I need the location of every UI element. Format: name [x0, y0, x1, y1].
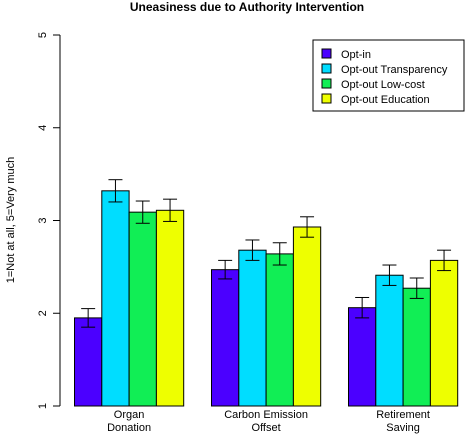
error-bar — [409, 277, 424, 299]
y-tick-label: 4 — [37, 125, 49, 131]
category-label: Retirement — [376, 409, 430, 421]
y-tick-label: 5 — [37, 32, 49, 38]
bar-opt-out-transparency-2 — [375, 274, 404, 407]
legend-label: Opt-out Transparency — [341, 64, 448, 76]
legend-swatch — [321, 78, 332, 89]
legend-label: Opt-out Low-cost — [341, 79, 425, 91]
bar-opt-out-low-cost-0 — [128, 211, 157, 407]
error-bar — [355, 296, 370, 319]
legend-label: Opt-out Education — [341, 94, 430, 106]
error-bar — [108, 179, 123, 203]
bar-opt-out-transparency-0 — [101, 190, 130, 407]
y-tick-label: 3 — [37, 217, 49, 223]
y-axis-label: 1=Not at all, 5=Very much — [5, 157, 17, 284]
bar-opt-in-0 — [74, 317, 103, 407]
bar-opt-in-2 — [348, 307, 377, 407]
error-bar — [81, 308, 96, 328]
bar-opt-out-education-1 — [292, 226, 322, 407]
legend-label: Opt-in — [341, 49, 371, 61]
bar-opt-out-education-0 — [155, 209, 185, 407]
bar-opt-out-education-2 — [429, 259, 459, 407]
chart-title: Uneasiness due to Authority Intervention — [130, 0, 364, 14]
bars — [74, 179, 459, 407]
category-label: Saving — [386, 422, 420, 434]
error-bar — [272, 242, 287, 266]
bar-opt-in-1 — [211, 269, 240, 407]
legend-swatch — [321, 48, 332, 59]
bar-opt-out-low-cost-1 — [265, 253, 294, 407]
legend-swatch — [321, 93, 332, 104]
y-tick-label: 2 — [37, 310, 49, 316]
error-bar — [437, 249, 452, 272]
category-label: Donation — [107, 422, 151, 434]
error-bar — [382, 264, 397, 286]
y-tick-label: 1 — [37, 403, 49, 409]
error-bar — [163, 198, 178, 222]
category-label: Carbon Emission — [224, 409, 308, 421]
error-bar — [218, 259, 233, 280]
legend-swatch — [321, 63, 332, 74]
legend-box — [312, 39, 465, 112]
category-label: Offset — [252, 422, 281, 434]
legend: Opt-in Opt-out Transparency Opt-out Low-co… — [312, 39, 465, 112]
error-bar — [135, 200, 150, 224]
error-bar — [245, 239, 260, 261]
category-label: Organ — [114, 409, 145, 421]
y-axis: 1 2 3 4 5 — [37, 32, 61, 409]
bar-opt-out-transparency-1 — [238, 249, 267, 407]
error-bar — [300, 216, 315, 238]
bar-opt-out-low-cost-2 — [402, 287, 431, 407]
